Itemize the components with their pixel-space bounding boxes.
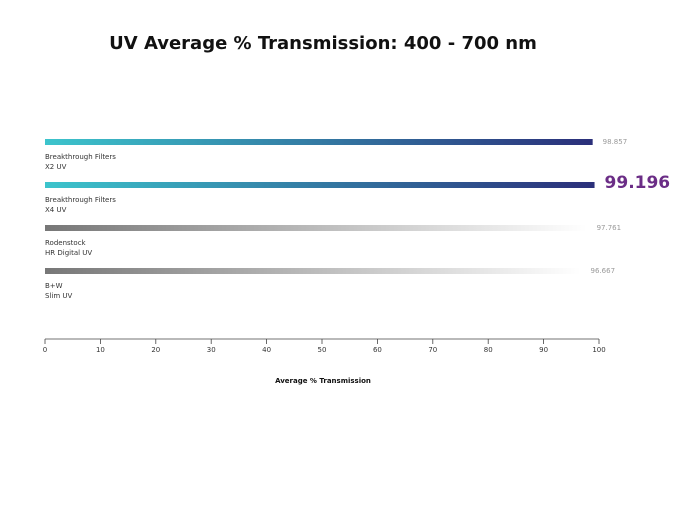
category-label: X4 UV (45, 206, 67, 214)
value-label: 96.667 (591, 267, 616, 275)
category-label: X2 UV (45, 163, 67, 171)
x-tick-label: 50 (318, 346, 327, 354)
x-tick-label: 40 (262, 346, 271, 354)
bar (45, 225, 587, 231)
x-tick-label: 90 (539, 346, 548, 354)
x-tick-label: 80 (484, 346, 493, 354)
category-label: B+W (45, 282, 63, 290)
category-label: Breakthrough Filters (45, 153, 116, 161)
category-label: HR Digital UV (45, 249, 92, 257)
value-label: 97.761 (597, 224, 622, 232)
category-label: Slim UV (45, 292, 73, 300)
x-tick-label: 20 (151, 346, 160, 354)
x-tick-label: 30 (207, 346, 216, 354)
value-label: 98.857 (603, 138, 628, 146)
x-tick-label: 10 (96, 346, 105, 354)
x-tick-label: 70 (428, 346, 437, 354)
category-label: Rodenstock (45, 239, 87, 247)
x-tick-label: 100 (592, 346, 605, 354)
x-tick-label: 60 (373, 346, 382, 354)
value-label: 99.196 (605, 173, 671, 193)
x-tick-label: 0 (43, 346, 47, 354)
category-label: Breakthrough Filters (45, 196, 116, 204)
bar (45, 268, 581, 274)
bar (45, 182, 595, 188)
x-axis-label: Average % Transmission (275, 377, 371, 385)
chart-title: UV Average % Transmission: 400 - 700 nm (109, 33, 537, 54)
bar (45, 139, 593, 145)
